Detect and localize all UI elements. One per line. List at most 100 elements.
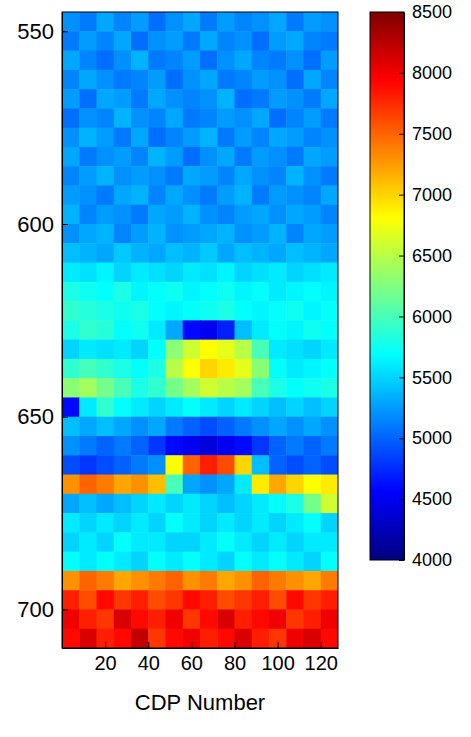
heatmap-cell: [183, 108, 201, 128]
heatmap-cell: [166, 609, 184, 629]
heatmap-cell: [217, 494, 235, 514]
heatmap-cell: [252, 571, 270, 591]
heatmap-cell: [200, 205, 218, 225]
heatmap-cell: [235, 455, 253, 475]
heatmap-cell: [79, 340, 97, 360]
heatmap-cell: [131, 397, 149, 417]
heatmap-cell: [131, 340, 149, 360]
heatmap-cell: [269, 552, 287, 572]
tick-mark: [105, 642, 106, 648]
tick-label: 650: [17, 404, 54, 429]
heatmap-cell: [321, 51, 338, 71]
heatmap-cell: [252, 552, 270, 572]
heatmap-cell: [131, 166, 149, 186]
heatmap-cell: [114, 436, 132, 456]
tick-mark: [399, 560, 404, 561]
heatmap-cell: [148, 320, 166, 340]
heatmap-cell: [148, 571, 166, 591]
axis-line: [404, 13, 405, 561]
heatmap-cell: [166, 552, 184, 572]
heatmap-cell: [252, 629, 270, 648]
heatmap-cell: [200, 224, 218, 244]
heatmap-cell: [166, 166, 184, 186]
tick: 5500: [399, 368, 452, 388]
heatmap-cell: [252, 494, 270, 514]
heatmap-cell: [286, 552, 304, 572]
heatmap-cell: [200, 609, 218, 629]
heatmap-cell: [97, 552, 115, 572]
heatmap-cell: [235, 571, 253, 591]
heatmap-cell: [321, 205, 338, 225]
axis-line: [62, 13, 63, 649]
heatmap-cell: [114, 378, 132, 398]
heatmap-cell: [286, 243, 304, 263]
heatmap-cell: [183, 301, 201, 321]
heatmap-cell: [79, 494, 97, 514]
heatmap-cell: [217, 417, 235, 437]
tick-label: 7000: [412, 185, 452, 205]
heatmap-cell: [62, 494, 80, 514]
heatmap-cell: [79, 243, 97, 263]
heatmap-cell: [131, 147, 149, 167]
heatmap-cell: [166, 12, 184, 32]
heatmap-cell: [114, 108, 132, 128]
heatmap-cell: [114, 494, 132, 514]
heatmap-cell: [321, 340, 338, 360]
heatmap-cell: [286, 609, 304, 629]
heatmap-cell: [166, 397, 184, 417]
heatmap-cell: [286, 89, 304, 109]
heatmap-cell: [79, 108, 97, 128]
heatmap-cell: [200, 108, 218, 128]
heatmap-cell: [269, 185, 287, 205]
heatmap-cell: [200, 263, 218, 283]
heatmap-cell: [217, 378, 235, 398]
heatmap-cell: [97, 340, 115, 360]
heatmap-cell: [286, 70, 304, 90]
heatmap-cell: [131, 320, 149, 340]
heatmap-cell: [114, 12, 132, 32]
heatmap-cell: [62, 609, 80, 629]
heatmap-cell: [62, 31, 80, 51]
heatmap-cell: [217, 609, 235, 629]
heatmap-cell: [235, 263, 253, 283]
heatmap-cell: [148, 552, 166, 572]
heatmap-cell: [131, 552, 149, 572]
heatmap-cell: [321, 494, 338, 514]
tick-label: 40: [138, 652, 160, 674]
tick-mark: [399, 134, 404, 135]
heatmap-cell: [148, 494, 166, 514]
heatmap-cell: [79, 147, 97, 167]
heatmap-cell: [286, 359, 304, 379]
heatmap-cell: [131, 417, 149, 437]
heatmap-cell: [131, 436, 149, 456]
heatmap-cell: [269, 455, 287, 475]
heatmap-cell: [286, 31, 304, 51]
heatmap-cell: [252, 51, 270, 71]
heatmap-cell: [114, 320, 132, 340]
heatmap-cell: [235, 128, 253, 148]
heatmap-cell: [97, 301, 115, 321]
heatmap-cell: [286, 320, 304, 340]
heatmap-cell: [148, 378, 166, 398]
heatmap-cell: [252, 31, 270, 51]
heatmap-cell: [269, 532, 287, 552]
heatmap-cell: [166, 147, 184, 167]
heatmap-cell: [304, 571, 322, 591]
heatmap-cell: [321, 436, 338, 456]
heatmap-cell: [252, 436, 270, 456]
heatmap-cell: [131, 12, 149, 32]
heatmap-cell: [183, 166, 201, 186]
heatmap-cell: [269, 359, 287, 379]
heatmap-cell: [183, 185, 201, 205]
heatmap-cell: [269, 12, 287, 32]
heatmap-cell: [321, 282, 338, 302]
heatmap-cell: [62, 224, 80, 244]
heatmap-cell: [304, 224, 322, 244]
heatmap-cell: [148, 31, 166, 51]
heatmap-cell: [252, 320, 270, 340]
heatmap-cell: [321, 166, 338, 186]
heatmap-cell: [235, 108, 253, 128]
tick-mark: [62, 609, 68, 610]
heatmap-cell: [200, 12, 218, 32]
heatmap-cell: [183, 629, 201, 648]
